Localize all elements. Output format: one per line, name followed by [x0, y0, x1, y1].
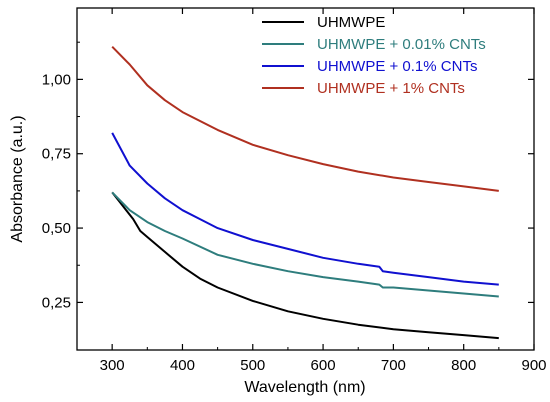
x-axis-title: Wavelength (nm): [244, 379, 365, 396]
ticks-layer: 300 400 500 600 700 800 900 0,25 0,50 0,75 1,00: [42, 8, 547, 374]
y-tick-label: 0,75: [42, 146, 71, 163]
x-tick-label: 600: [311, 357, 336, 374]
y-tick-label: 0,50: [42, 220, 71, 237]
y-tick-label: 1,00: [42, 71, 71, 88]
legend-label-3: UHMWPE + 1% CNTs: [317, 80, 465, 97]
series-line-3: [111, 45, 499, 192]
legend: UHMWPE UHMWPE + 0.01% CNTs UHMWPE + 0.1% C…: [262, 14, 486, 97]
y-tick-label: 0,25: [42, 294, 71, 311]
legend-label-2: UHMWPE + 0.1% CNTs: [317, 58, 477, 75]
x-tick-label: 400: [170, 357, 195, 374]
series-layer: [111, 45, 499, 340]
x-tick-label: 900: [521, 357, 546, 374]
series-line-0: [111, 191, 499, 340]
plot-frame: [76, 7, 535, 351]
y-axis-title: Absorbance (a.u.): [9, 115, 26, 242]
legend-label-0: UHMWPE: [317, 14, 385, 31]
x-tick-label: 500: [240, 357, 265, 374]
series-line-1: [111, 191, 499, 298]
x-tick-label: 800: [451, 357, 476, 374]
x-tick-label: 300: [100, 357, 125, 374]
legend-label-1: UHMWPE + 0.01% CNTs: [317, 36, 486, 53]
series-line-2: [111, 132, 499, 286]
x-tick-label: 700: [381, 357, 406, 374]
